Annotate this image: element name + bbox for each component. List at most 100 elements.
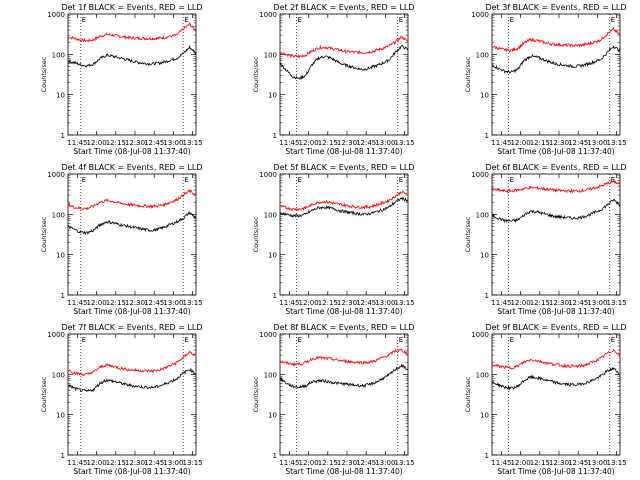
y-tick-label: 100	[264, 211, 277, 219]
y-tick-label: 1	[61, 132, 65, 140]
x-tick-label: 13:00	[587, 299, 607, 307]
x-tick-label: 13:15	[182, 459, 202, 467]
y-axis-label: Counts/sec	[252, 56, 260, 92]
x-tick-label: 12:00	[298, 139, 318, 147]
x-tick-label: 12:30	[125, 299, 145, 307]
y-tick-label: 1000	[471, 331, 489, 339]
plot-frame	[491, 333, 621, 456]
y-tick-label: 100	[476, 51, 489, 59]
x-tick-label: 13:00	[587, 459, 607, 467]
events-series-line	[492, 198, 620, 223]
y-tick-label: 1000	[47, 331, 65, 339]
x-tick-label: 13:00	[375, 139, 395, 147]
y-axis-label: Counts/sec	[464, 56, 472, 92]
x-tick-label: 12:45	[568, 139, 588, 147]
x-tick-label: 12:45	[356, 459, 376, 467]
x-axis-label: Start Time (08-Jul-08 11:37:40)	[73, 147, 190, 156]
y-tick-label: 1	[61, 292, 65, 300]
lld-series-line	[68, 350, 196, 377]
x-tick-label: 13:15	[394, 299, 414, 307]
event-marker-label: E	[611, 176, 615, 184]
y-tick-label: 10	[56, 92, 65, 100]
y-tick-label: 10	[56, 252, 65, 260]
x-tick-label: 12:45	[144, 299, 164, 307]
x-tick-label: 11:45	[67, 299, 87, 307]
events-series-line	[280, 363, 408, 389]
x-tick-label: 12:30	[125, 459, 145, 467]
x-tick-label: 12:30	[337, 299, 357, 307]
plot-frame	[67, 173, 197, 296]
y-tick-label: 1	[485, 292, 489, 300]
y-tick-label: 1	[485, 452, 489, 460]
x-tick-label: 12:15	[530, 139, 550, 147]
x-tick-label: 11:45	[67, 459, 87, 467]
y-tick-label: 100	[264, 51, 277, 59]
y-tick-label: 1000	[471, 171, 489, 179]
y-tick-label: 1	[485, 132, 489, 140]
x-tick-label: 11:45	[491, 459, 511, 467]
y-tick-label: 1000	[47, 171, 65, 179]
y-tick-label: 10	[268, 92, 277, 100]
x-tick-label: 11:45	[279, 139, 299, 147]
panel-title: Det 8f BLACK = Events, RED = LLD	[273, 323, 414, 332]
x-tick-label: 12:00	[510, 139, 530, 147]
y-tick-label: 10	[480, 412, 489, 420]
y-tick-label: 1	[273, 292, 277, 300]
x-tick-label: 13:15	[394, 459, 414, 467]
lld-series-line	[492, 348, 620, 370]
x-axis-label: Start Time (08-Jul-08 11:37:40)	[497, 467, 614, 476]
plot-frame	[67, 13, 197, 136]
panel-1: Det 1f BLACK = Events, RED = LLD 1 10 100 10…	[40, 3, 203, 156]
x-tick-label: 13:00	[587, 139, 607, 147]
plot-frame	[279, 13, 409, 136]
x-tick-label: 12:00	[510, 299, 530, 307]
plot-frame	[279, 333, 409, 456]
x-tick-label: 12:30	[337, 459, 357, 467]
events-series-line	[68, 367, 196, 392]
y-tick-label: 10	[268, 252, 277, 260]
events-series-line	[68, 44, 196, 68]
x-tick-label: 12:45	[144, 459, 164, 467]
panel-title: Det 5f BLACK = Events, RED = LLD	[273, 163, 414, 172]
panel-title: Det 9f BLACK = Events, RED = LLD	[485, 323, 626, 332]
y-axis-label: Counts/sec	[252, 376, 260, 412]
plot-frame	[279, 173, 409, 296]
panel-title: Det 3f BLACK = Events, RED = LLD	[485, 3, 626, 12]
panel-title: Det 4f BLACK = Events, RED = LLD	[61, 163, 202, 172]
lld-series-line	[280, 348, 408, 367]
panel-title: Det 7f BLACK = Events, RED = LLD	[61, 323, 202, 332]
panel-7: Det 7f BLACK = Events, RED = LLD 1 10 100 10…	[40, 323, 203, 476]
y-tick-label: 100	[52, 211, 65, 219]
y-tick-label: 1000	[259, 331, 277, 339]
panel-4: Det 4f BLACK = Events, RED = LLD 1 10 100 10…	[40, 163, 203, 316]
event-marker-label: E	[399, 336, 403, 344]
x-tick-label: 12:15	[318, 459, 338, 467]
x-tick-label: 12:30	[337, 139, 357, 147]
event-marker-label: E	[184, 336, 188, 344]
y-tick-label: 10	[56, 412, 65, 420]
x-axis-label: Start Time (08-Jul-08 11:37:40)	[497, 307, 614, 316]
plot-frame	[491, 13, 621, 136]
x-tick-label: 13:15	[606, 299, 626, 307]
x-tick-label: 12:15	[318, 299, 338, 307]
x-axis-label: Start Time (08-Jul-08 11:37:40)	[285, 307, 402, 316]
plot-frame	[491, 173, 621, 296]
lld-series-line	[492, 180, 620, 194]
x-tick-label: 12:30	[549, 139, 569, 147]
x-tick-label: 13:00	[163, 459, 183, 467]
event-marker-label: E	[184, 176, 188, 184]
events-series-line	[492, 366, 620, 391]
lld-series-line	[280, 190, 408, 212]
events-series-line	[68, 210, 196, 235]
x-axis-label: Start Time (08-Jul-08 11:37:40)	[285, 467, 402, 476]
event-marker-label: E	[510, 176, 514, 184]
x-tick-label: 13:00	[163, 299, 183, 307]
y-tick-label: 1000	[47, 11, 65, 19]
x-axis-label: Start Time (08-Jul-08 11:37:40)	[285, 147, 402, 156]
x-tick-label: 12:45	[568, 299, 588, 307]
y-tick-label: 100	[264, 371, 277, 379]
y-tick-label: 1	[273, 132, 277, 140]
x-tick-label: 12:15	[106, 139, 126, 147]
x-tick-label: 13:15	[606, 139, 626, 147]
x-tick-label: 12:00	[298, 459, 318, 467]
